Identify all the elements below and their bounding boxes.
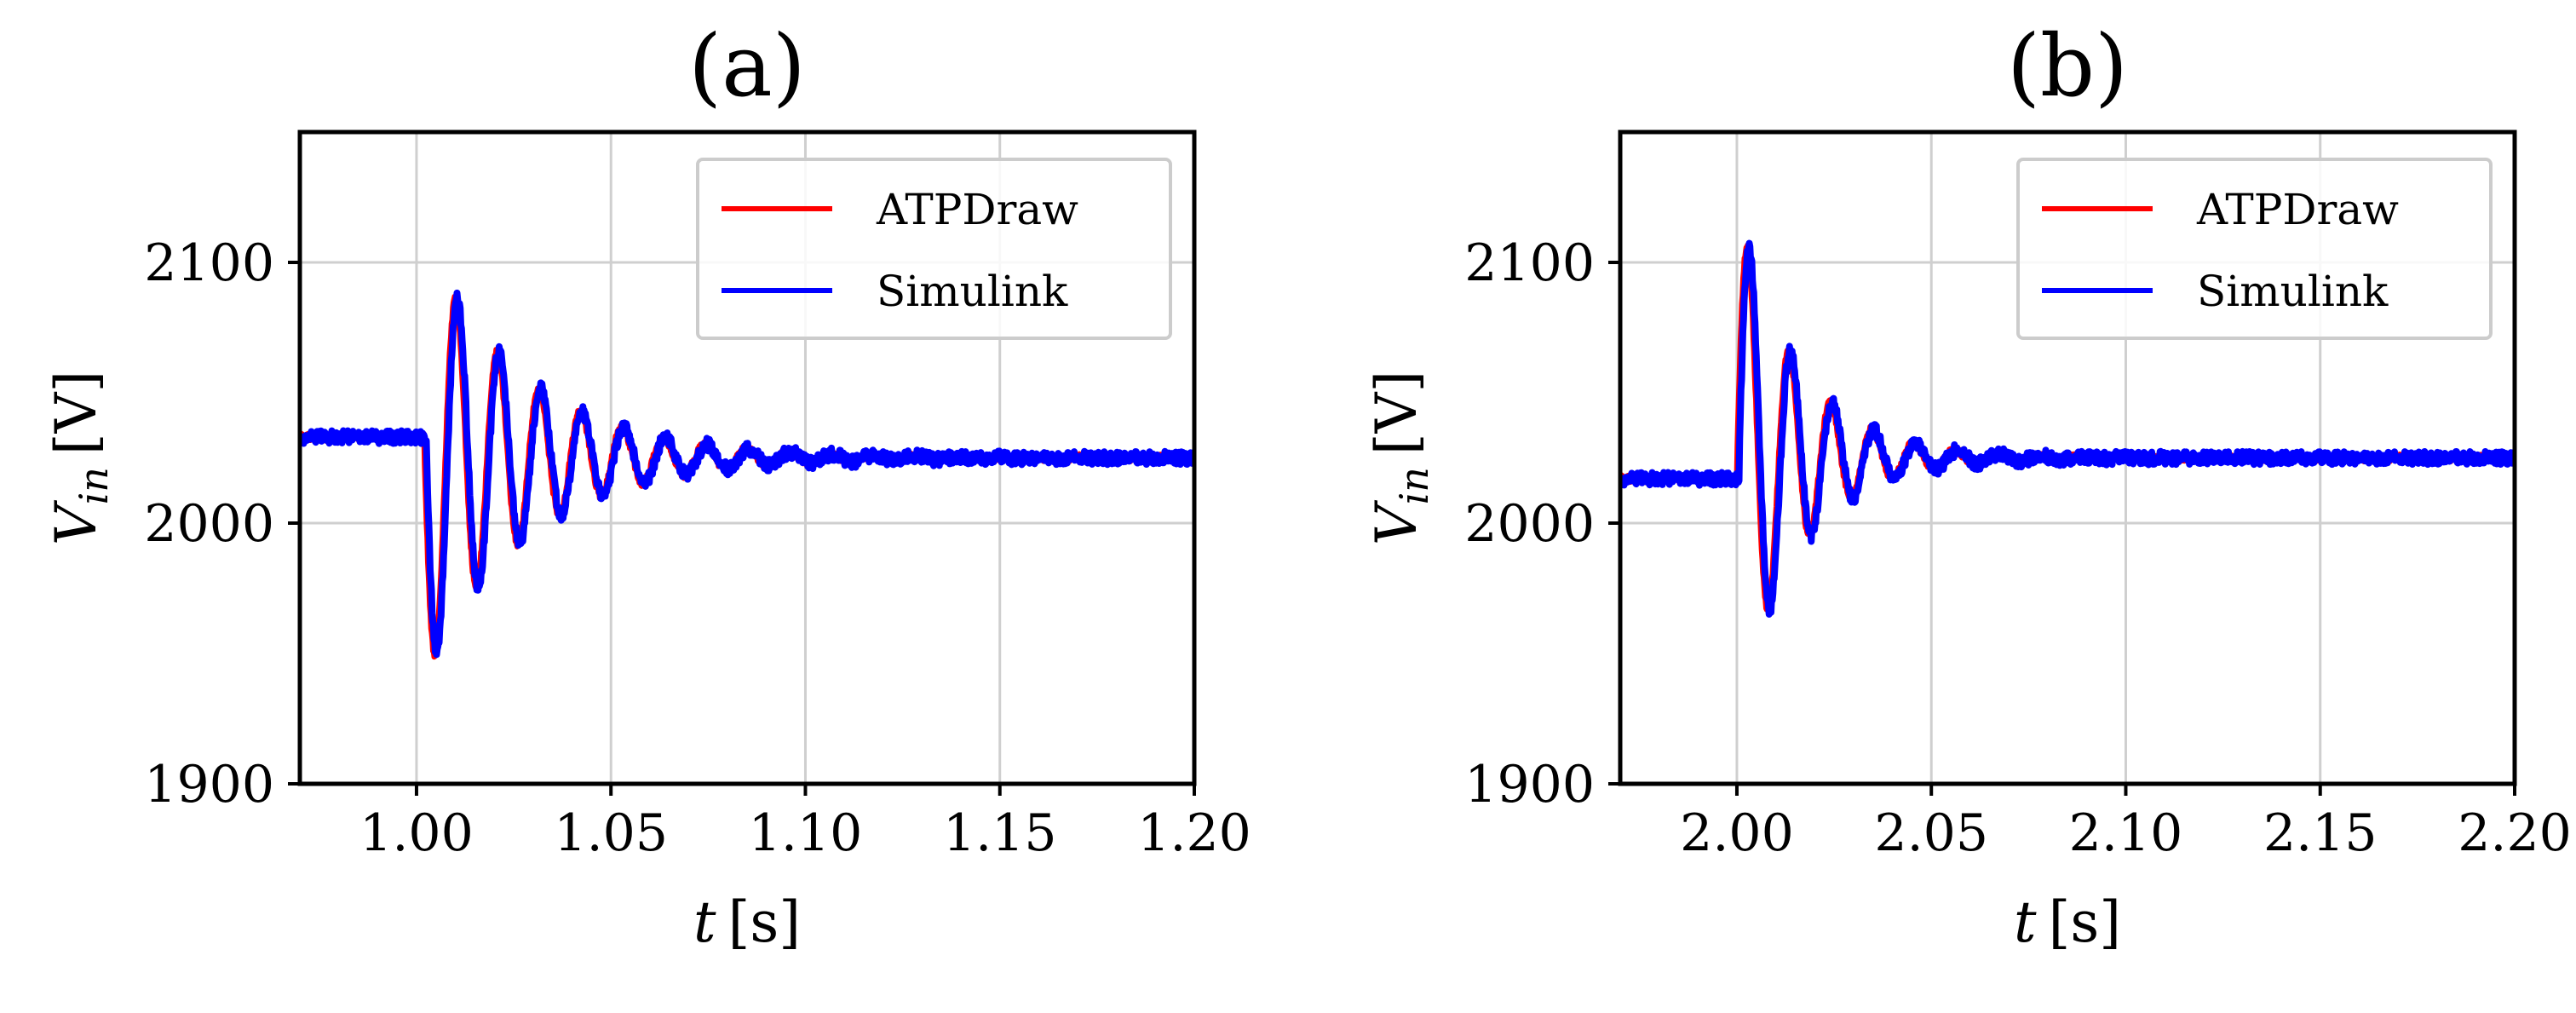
x-tick-label: 1.10	[749, 803, 863, 863]
series-line-simulink	[300, 289, 1194, 659]
legend-b: ATPDraw Simulink	[2016, 158, 2493, 340]
x-tick-label: 1.00	[359, 803, 474, 863]
y-tick-label: 2100	[1464, 233, 1595, 293]
x-tick-label: 2.00	[1680, 803, 1794, 863]
plot-area-a	[300, 289, 1194, 660]
legend-label-atpdraw-a: ATPDraw	[876, 185, 1078, 234]
legend-label-simulink-b: Simulink	[2197, 267, 2389, 316]
x-tick-label: 2.15	[2263, 803, 2378, 863]
legend-a: ATPDraw Simulink	[696, 158, 1172, 340]
legend-box-b	[2016, 158, 2493, 340]
x-tick-label: 1.20	[1137, 803, 1251, 863]
y-axis-label-b: Vin[V]	[1364, 371, 1437, 545]
y-tick-label: 2100	[144, 233, 274, 293]
y-axis-label-a: Vin[V]	[43, 371, 117, 545]
y-tick-label: 2000	[1464, 494, 1595, 554]
series-line-simulink	[1620, 239, 2515, 618]
x-axis-label-b: t [s]	[2014, 889, 2121, 955]
x-axis-label-a: t [s]	[693, 889, 801, 955]
panel-title-a: (a)	[688, 16, 806, 116]
legend-box-a	[696, 158, 1172, 340]
x-ticks-a: 1.00 1.05 1.10 1.15 1.20	[359, 784, 1251, 863]
y-tick-label: 2000	[144, 494, 274, 554]
panel-a: 1.00 1.05 1.10 1.15 1.20 1900 2000 2100 (a) t[…	[43, 16, 1251, 955]
x-tick-label: 1.15	[943, 803, 1057, 863]
panel-title-b: (b)	[2007, 16, 2128, 116]
y-ticks-a: 1900 2000 2100	[144, 233, 300, 814]
x-ticks-b: 2.00 2.05 2.10 2.15 2.20	[1680, 784, 2572, 863]
y-tick-label: 1900	[144, 755, 274, 814]
legend-label-atpdraw-b: ATPDraw	[2196, 185, 2399, 234]
axes-frame-a	[297, 130, 1197, 786]
x-tick-label: 2.10	[2069, 803, 2183, 863]
x-tick-label: 2.20	[2458, 803, 2572, 863]
legend-label-simulink-a: Simulink	[877, 267, 1068, 316]
x-tick-label: 2.05	[1874, 803, 1988, 863]
x-tick-label: 1.05	[554, 803, 668, 863]
y-ticks-b: 1900 2000 2100	[1464, 233, 1620, 814]
y-tick-label: 1900	[1464, 755, 1595, 814]
panel-b: 2.00 2.05 2.10 2.15 2.20 1900 2000 2100 (b) t[…	[1364, 16, 2572, 955]
plot-area-b	[1620, 239, 2515, 618]
axes-frame-b	[1618, 130, 2517, 786]
